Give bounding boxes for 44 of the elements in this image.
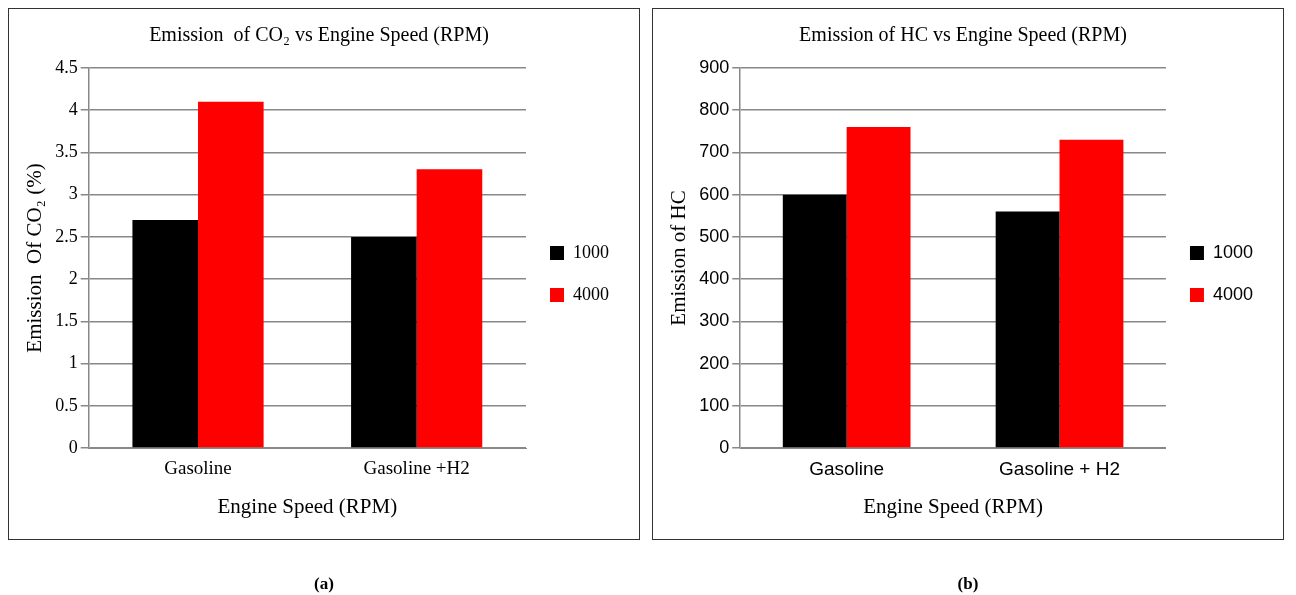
y-tick-label: 0: [719, 436, 730, 457]
y-tick-label: 300: [699, 310, 730, 331]
bar: [782, 194, 847, 448]
bar: [198, 101, 264, 448]
y-tick-label: 800: [699, 99, 730, 120]
legend-label: 4000: [1212, 283, 1253, 304]
x-axis-title: Engine Speed (RPM): [217, 493, 398, 518]
chart-title: Emission of HC vs Engine Speed (RPM): [799, 23, 1127, 47]
y-tick-label: 2: [68, 267, 78, 288]
y-axis-title: Emission Of CO₂ (%): [22, 163, 47, 353]
y-tick-label: 3: [68, 183, 78, 204]
y-tick-label: 3.5: [55, 141, 78, 162]
text: (a): [313, 574, 335, 594]
y-tick-label: 1.5: [55, 310, 78, 331]
x-tick-label: Gasoline + H2: [999, 457, 1120, 479]
y-tick-label: 700: [699, 141, 730, 162]
y-tick-label: 0: [68, 436, 78, 457]
legend-label: 4000: [573, 283, 609, 304]
x-tick-label: Gasoline: [164, 457, 232, 479]
legend-label: 1000: [573, 241, 609, 262]
bar: [1059, 139, 1124, 448]
bar: [351, 236, 417, 448]
x-axis-title: Engine Speed (RPM): [863, 493, 1043, 518]
y-tick-label: 0.5: [55, 394, 78, 415]
y-tick-label: 900: [699, 56, 730, 77]
bar: [846, 127, 911, 448]
legend-label: 1000: [1212, 241, 1253, 262]
bar: [416, 169, 483, 448]
x-tick-label: Gasoline +H2: [363, 457, 470, 479]
chart-title: Emission of CO₂ vs Engine Speed (RPM): [149, 23, 489, 47]
y-tick-label: 100: [699, 394, 730, 415]
x-tick-label: Gasoline: [809, 457, 885, 479]
y-tick-label: 200: [699, 352, 730, 373]
y-tick-label: 1: [68, 352, 78, 373]
y-tick-label: 500: [699, 225, 730, 246]
y-tick-label: 4: [68, 98, 78, 119]
y-tick-label: 600: [699, 183, 730, 204]
bar: [132, 220, 199, 448]
text: (b): [956, 574, 980, 594]
bar: [995, 211, 1060, 448]
y-tick-label: 2.5: [55, 225, 78, 246]
y-tick-label: 400: [699, 268, 730, 289]
y-tick-label: 4.5: [55, 56, 78, 77]
y-axis-title: Emission of HC: [666, 190, 691, 326]
